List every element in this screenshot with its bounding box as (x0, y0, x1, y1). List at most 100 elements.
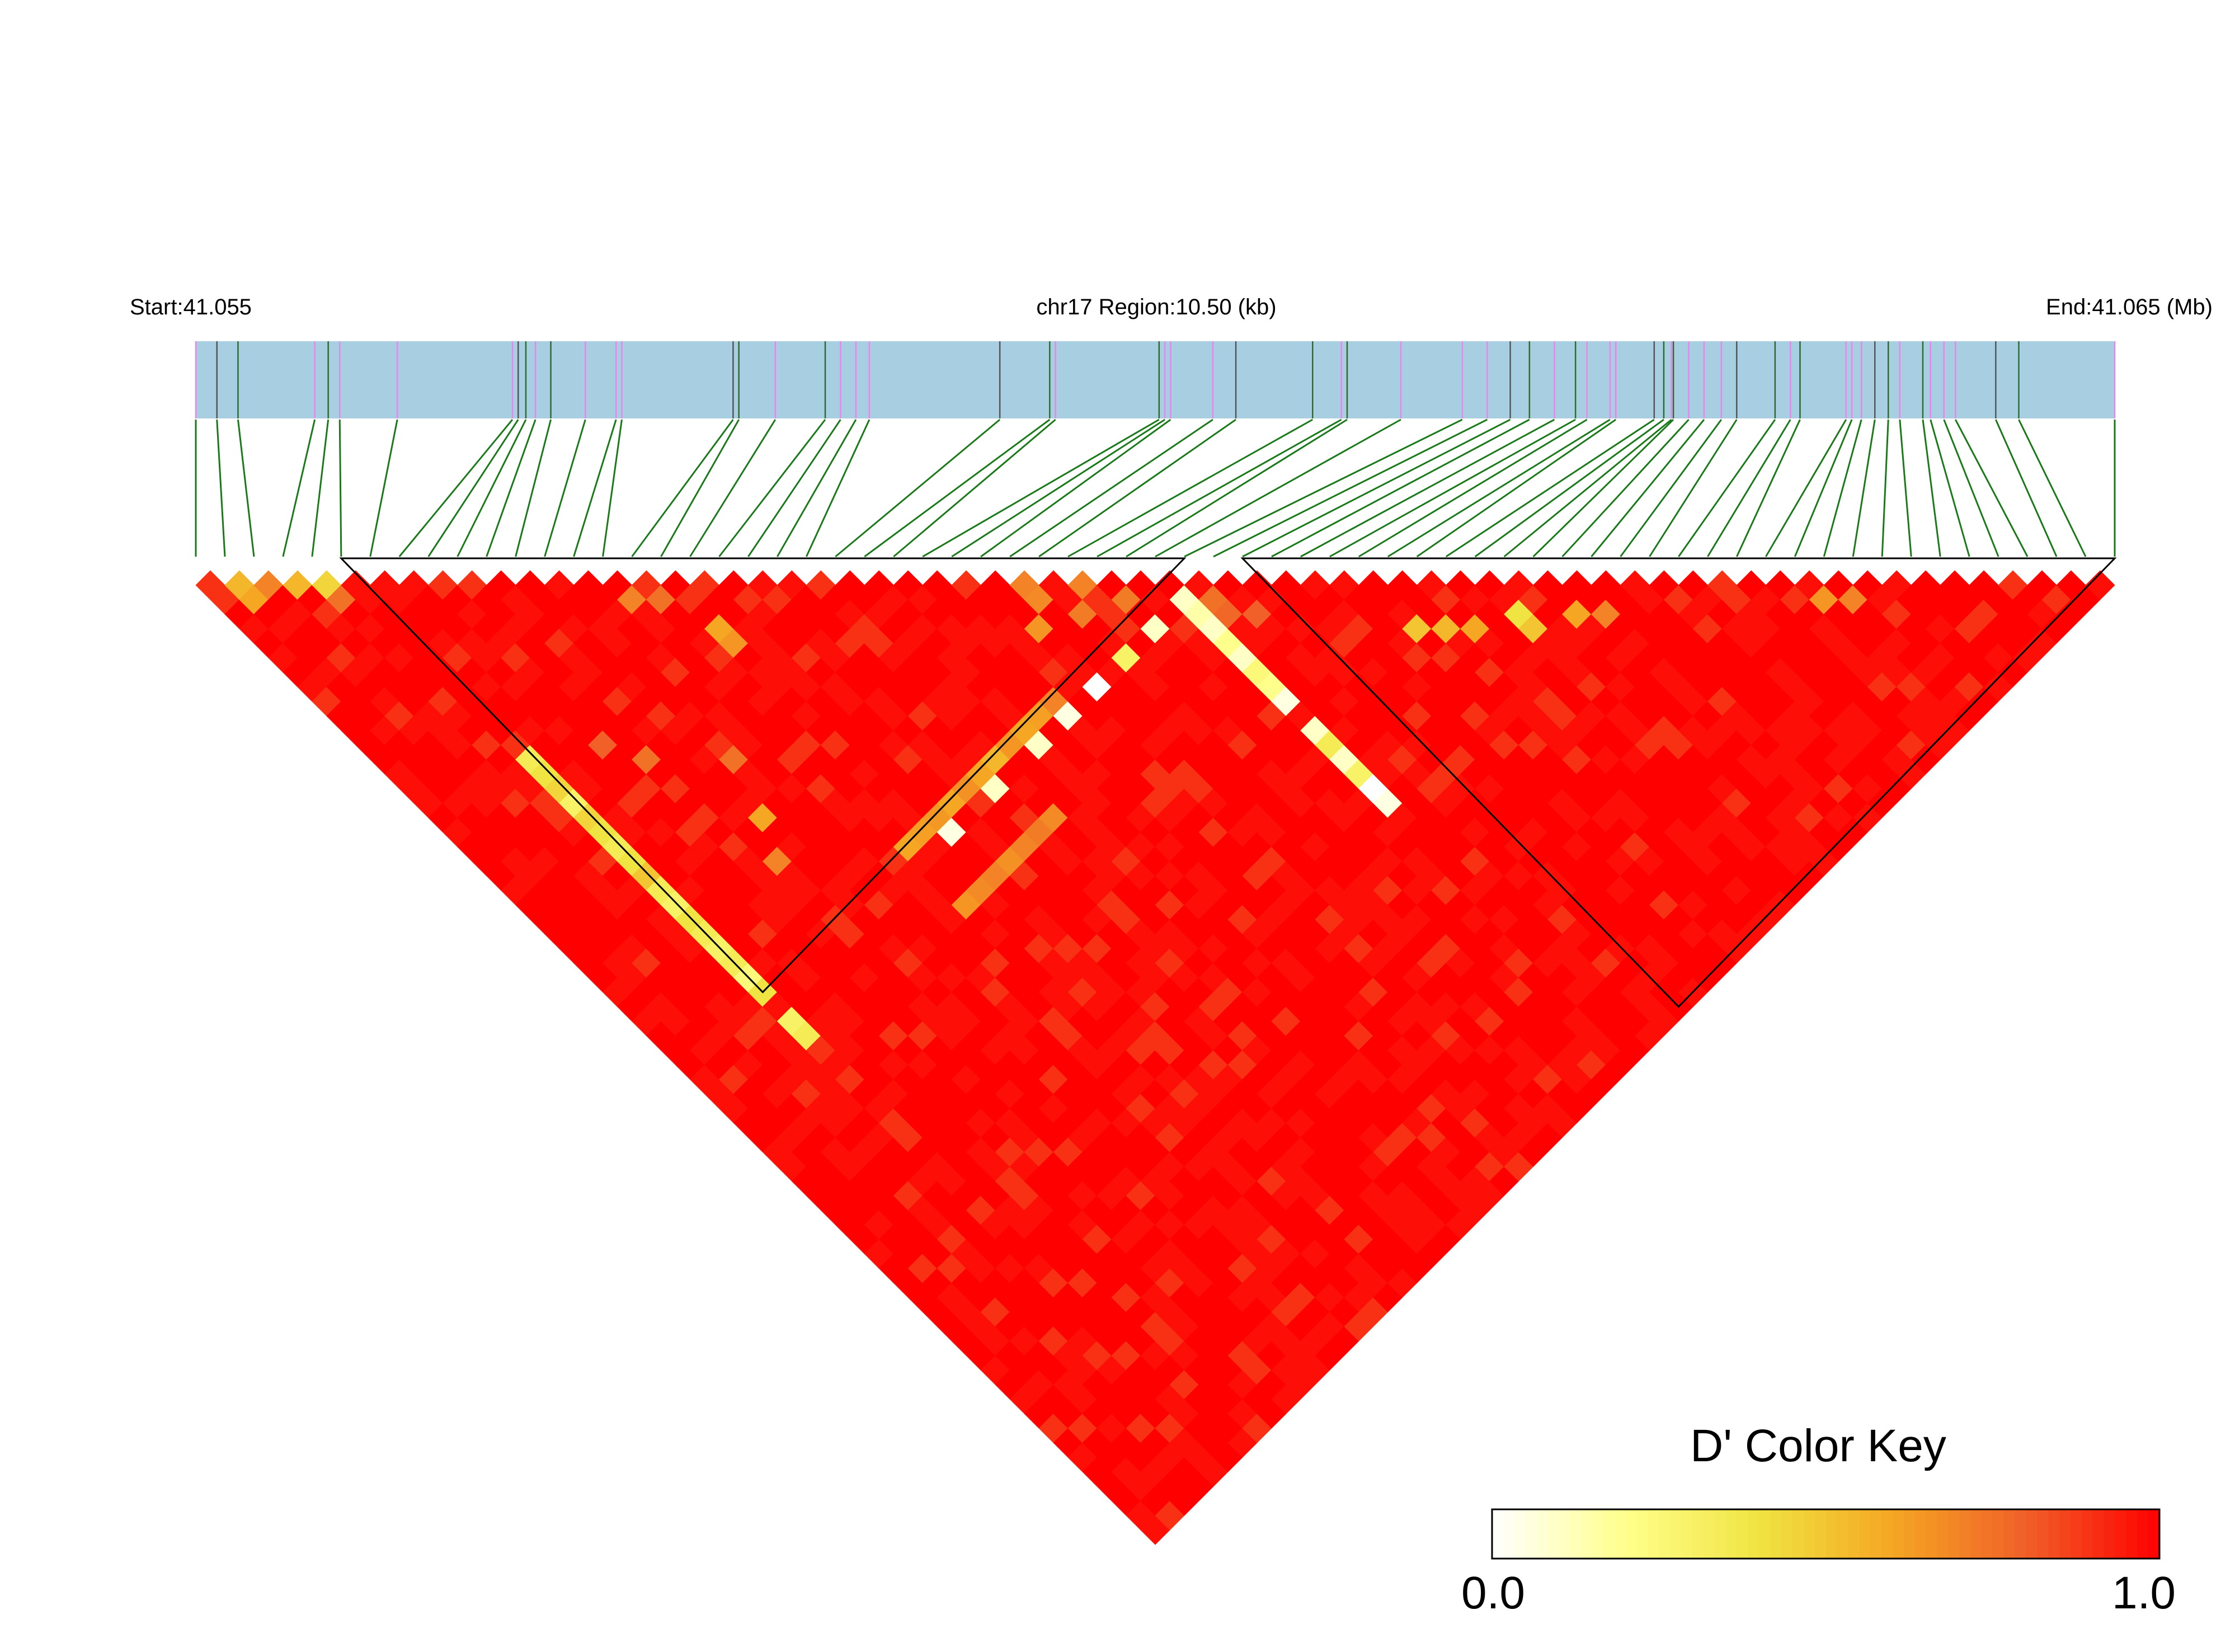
color-key-bin (1970, 1509, 1982, 1559)
color-key-bin (1681, 1509, 1693, 1559)
snp-connector (1591, 419, 1705, 557)
color-key-bin (1737, 1509, 1749, 1559)
color-key-bin (1848, 1509, 1860, 1559)
snp-connector (1823, 419, 1862, 557)
color-key-bin (1559, 1509, 1571, 1559)
color-key-gradient (1492, 1509, 2160, 1559)
snp-connector (1561, 418, 1690, 558)
snp-connector (1358, 418, 1588, 558)
color-key-bin (1881, 1509, 1893, 1559)
color-key-bin (2081, 1509, 2093, 1559)
color-key-bin (1659, 1509, 1671, 1559)
color-key-bin (1581, 1509, 1593, 1559)
snp-connector (369, 419, 398, 557)
color-key-bin (1992, 1509, 2005, 1559)
snp-connector (398, 419, 514, 557)
snp-connector (1794, 419, 1853, 557)
snp-connector (282, 419, 316, 557)
snp-connector (806, 419, 871, 557)
haplotype-block-outline (339, 557, 1187, 994)
color-key-bin (1514, 1509, 1526, 1559)
color-key-bin (1714, 1509, 1726, 1559)
color-key-bin (1981, 1509, 1993, 1559)
haplotype-block-outline (1240, 557, 2117, 1008)
color-key-bin (2126, 1509, 2138, 1559)
region-title: chr17 Region:10.50 (kb) (1036, 295, 1276, 319)
snp-connector (573, 419, 617, 557)
dprime-color-key: D' Color Key 0.0 1.0 (1461, 1420, 2176, 1618)
color-key-bin (2048, 1509, 2060, 1559)
snp-connector (602, 419, 623, 557)
color-key-bin (1892, 1509, 1904, 1559)
color-key-bin (2137, 1509, 2149, 1559)
color-key-bin (2059, 1509, 2071, 1559)
snp-connector (660, 419, 740, 557)
snp-connector (1300, 418, 1555, 558)
color-key-bin (2070, 1509, 2082, 1559)
color-key-bin (1603, 1509, 1615, 1559)
color-key-bin (1814, 1509, 1827, 1559)
color-key-bin (1792, 1509, 1804, 1559)
color-key-bin (1759, 1509, 1771, 1559)
ld-heatmap-cells (195, 570, 2115, 1545)
color-key-title: D' Color Key (1690, 1420, 1946, 1471)
snp-connector (1242, 418, 1511, 558)
snp-connector (1881, 419, 1889, 557)
color-key-bin (1825, 1509, 1838, 1559)
color-key-bin (1903, 1509, 1916, 1559)
color-key-bin (1547, 1509, 1560, 1559)
snp-connector (922, 418, 1160, 558)
snp-connector (1445, 418, 1655, 558)
color-key-bin (1648, 1509, 1660, 1559)
snp-connector (1126, 418, 1348, 558)
snp-position-band (195, 341, 2116, 418)
color-key-bin (2092, 1509, 2105, 1559)
snp-connector (1532, 418, 1674, 558)
snp-connector (864, 418, 1051, 558)
snp-connector (338, 419, 342, 557)
snp-connector (1736, 419, 1801, 557)
snp-connector (457, 419, 527, 557)
snp-connector (1620, 419, 1723, 557)
snp-connector (1852, 419, 1876, 557)
snp-connector (1994, 419, 2058, 557)
color-key-bin (1592, 1509, 1604, 1559)
color-key-border (1491, 1508, 2161, 1560)
color-key-bin (1937, 1509, 1949, 1559)
snp-connector (1155, 418, 1401, 558)
snp-connector (1271, 418, 1530, 558)
color-key-bin (1859, 1509, 1871, 1559)
snp-connector (1474, 418, 1664, 558)
color-key-bin (1670, 1509, 1682, 1559)
color-key-max-label: 1.0 (2112, 1568, 2176, 1618)
snp-connector (1329, 418, 1576, 558)
snp-connector (216, 419, 226, 557)
color-key-bin (1536, 1509, 1549, 1559)
snp-connector-lines (195, 418, 2116, 558)
color-key-min-label: 0.0 (1461, 1568, 1525, 1618)
color-key-bin (1636, 1509, 1649, 1559)
color-key-bin (1803, 1509, 1815, 1559)
snp-connector (689, 419, 777, 557)
snp-connector (951, 418, 1165, 558)
snp-connector (1503, 418, 1672, 558)
snp-connector (1097, 418, 1342, 558)
color-key-bin (1914, 1509, 1927, 1559)
haplotype-block-outlines (339, 557, 2117, 1008)
color-key-bin (2104, 1509, 2116, 1559)
snp-connector (1184, 418, 1463, 558)
snp-connector (237, 419, 255, 557)
region-start-label: Start:41.055 (130, 295, 252, 319)
snp-connector (486, 419, 537, 557)
color-key-bin (1725, 1509, 1738, 1559)
snp-connector (427, 419, 519, 557)
color-key-bin (2015, 1509, 2027, 1559)
color-key-bin (2026, 1509, 2038, 1559)
snp-connector (631, 419, 734, 557)
snp-connector (1930, 419, 1970, 557)
snp-connector (1943, 419, 1999, 557)
snp-band-ticks (195, 341, 2116, 418)
snp-connector (1954, 419, 2029, 557)
color-key-bin (1492, 1509, 1504, 1559)
